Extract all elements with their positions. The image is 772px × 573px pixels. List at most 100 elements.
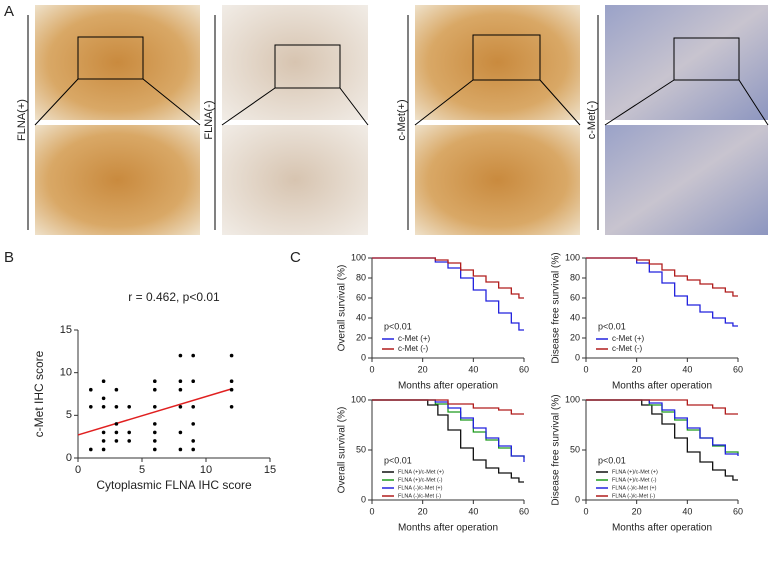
point bbox=[153, 422, 157, 426]
point bbox=[229, 353, 234, 358]
legend-label: c-Met (+) bbox=[612, 334, 645, 343]
y-tick-label: 50 bbox=[570, 444, 580, 454]
point bbox=[178, 430, 183, 435]
point bbox=[114, 439, 119, 443]
x-tick-label: 60 bbox=[519, 506, 529, 516]
image-label: c-Met(+) bbox=[396, 99, 408, 140]
point bbox=[178, 447, 183, 452]
point bbox=[191, 439, 195, 443]
point bbox=[178, 379, 183, 384]
x-tick-label: 60 bbox=[733, 364, 743, 374]
point bbox=[89, 405, 93, 409]
y-axis-label: c-Met IHC score bbox=[32, 350, 46, 437]
point bbox=[178, 405, 183, 409]
legend-label: FLNA (+)/c-Met (-) bbox=[398, 477, 443, 483]
point bbox=[153, 387, 157, 392]
x-tick-label: 40 bbox=[468, 506, 478, 516]
fit-line bbox=[77, 388, 232, 436]
panel-a-images bbox=[27, 5, 769, 235]
y-tick-label: 50 bbox=[356, 444, 366, 454]
y-tick-label: 100 bbox=[565, 252, 580, 262]
y-tick-label: 100 bbox=[351, 394, 366, 404]
y-axis-label: Disease free survival (%) bbox=[551, 394, 562, 505]
x-tick-label: 0 bbox=[369, 364, 374, 374]
point bbox=[101, 430, 106, 435]
y-tick-label: 5 bbox=[66, 409, 72, 421]
point bbox=[153, 405, 157, 409]
y-tick-label: 60 bbox=[356, 292, 366, 302]
point bbox=[114, 430, 119, 435]
y-tick-label: 0 bbox=[66, 452, 72, 464]
survival-curve bbox=[372, 257, 524, 331]
point bbox=[89, 387, 93, 392]
point bbox=[153, 379, 157, 384]
y-tick-label: 60 bbox=[570, 292, 580, 302]
point bbox=[89, 447, 93, 452]
x-axis-label: Months after operation bbox=[398, 523, 498, 534]
point bbox=[127, 430, 131, 435]
p-value: p<0.01 bbox=[384, 321, 412, 331]
axes bbox=[77, 330, 270, 459]
point bbox=[191, 353, 195, 358]
y-tick-label: 20 bbox=[570, 332, 580, 342]
point bbox=[127, 439, 131, 443]
survival-curve bbox=[372, 399, 524, 415]
legend-label: FLNA (+)/c-Met (+) bbox=[398, 469, 444, 475]
point bbox=[229, 379, 234, 384]
y-axis-label: Overall survival (%) bbox=[337, 265, 348, 352]
p-value: p<0.01 bbox=[598, 321, 626, 331]
point bbox=[101, 405, 106, 409]
survival-curve bbox=[586, 257, 738, 327]
survival-curve bbox=[586, 257, 738, 297]
survival-curve bbox=[586, 399, 738, 415]
point bbox=[191, 422, 195, 426]
point bbox=[178, 353, 183, 358]
survival-curve bbox=[372, 399, 524, 483]
y-tick-label: 0 bbox=[361, 352, 366, 362]
y-tick-label: 10 bbox=[60, 367, 72, 379]
point bbox=[229, 405, 234, 409]
point bbox=[101, 396, 106, 401]
point bbox=[153, 430, 157, 435]
point bbox=[191, 379, 195, 384]
y-tick-label: 0 bbox=[575, 494, 580, 504]
survival-curve bbox=[586, 399, 738, 481]
point bbox=[114, 405, 119, 409]
x-tick-label: 40 bbox=[682, 364, 692, 374]
point bbox=[191, 447, 195, 452]
y-tick-label: 20 bbox=[356, 332, 366, 342]
y-tick-label: 0 bbox=[575, 352, 580, 362]
x-tick-label: 60 bbox=[733, 506, 743, 516]
legend-label: FLNA (-)/c-Met (-) bbox=[612, 493, 655, 499]
y-tick-label: 15 bbox=[60, 324, 72, 336]
x-tick-label: 5 bbox=[139, 464, 145, 476]
x-tick-label: 15 bbox=[264, 464, 276, 476]
x-tick-label: 40 bbox=[682, 506, 692, 516]
point bbox=[101, 379, 106, 384]
y-axis-label: Disease free survival (%) bbox=[551, 252, 562, 363]
x-axis-label: Months after operation bbox=[612, 381, 712, 392]
x-tick-label: 0 bbox=[369, 506, 374, 516]
axes bbox=[371, 258, 524, 359]
point bbox=[153, 447, 157, 452]
y-tick-label: 100 bbox=[351, 252, 366, 262]
survival-curve bbox=[586, 399, 739, 456]
y-tick-label: 0 bbox=[361, 494, 366, 504]
point bbox=[114, 422, 119, 426]
point bbox=[153, 439, 157, 443]
legend-label: c-Met (-) bbox=[398, 344, 429, 353]
y-axis-label: Overall survival (%) bbox=[337, 407, 348, 494]
p-value: p<0.01 bbox=[384, 455, 412, 465]
x-axis-label: Months after operation bbox=[612, 523, 712, 534]
x-axis-label: Cytoplasmic FLNA IHC score bbox=[96, 478, 252, 492]
x-tick-label: 20 bbox=[418, 506, 428, 516]
point bbox=[229, 387, 234, 392]
legend-label: c-Met (-) bbox=[612, 344, 643, 353]
x-tick-label: 60 bbox=[519, 364, 529, 374]
x-tick-label: 0 bbox=[75, 464, 81, 476]
survival-curve bbox=[372, 399, 525, 462]
panel-label: C bbox=[290, 249, 301, 266]
x-tick-label: 20 bbox=[418, 364, 428, 374]
x-tick-label: 0 bbox=[583, 506, 588, 516]
legend-label: c-Met (+) bbox=[398, 334, 431, 343]
